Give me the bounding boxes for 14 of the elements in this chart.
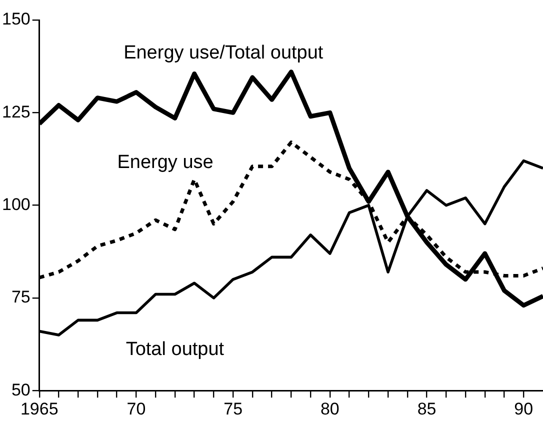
series-label: Energy use/Total output [124, 42, 324, 64]
x-tick-label: 70 [126, 399, 146, 418]
y-tick-label: 50 [11, 380, 30, 400]
y-tick-label: 150 [2, 10, 30, 29]
y-tick-label: 100 [2, 194, 30, 214]
x-tick-label: 1965 [20, 399, 58, 418]
x-tick-label: 85 [417, 399, 436, 418]
y-tick-label: 75 [11, 288, 30, 307]
x-tick-label: 90 [514, 399, 534, 418]
series-label: Energy use [117, 152, 214, 173]
x-tick-label: 75 [224, 399, 243, 418]
x-tick-label: 80 [320, 399, 340, 418]
y-tick-label: 125 [2, 102, 30, 122]
series-label: Total output [126, 339, 225, 360]
